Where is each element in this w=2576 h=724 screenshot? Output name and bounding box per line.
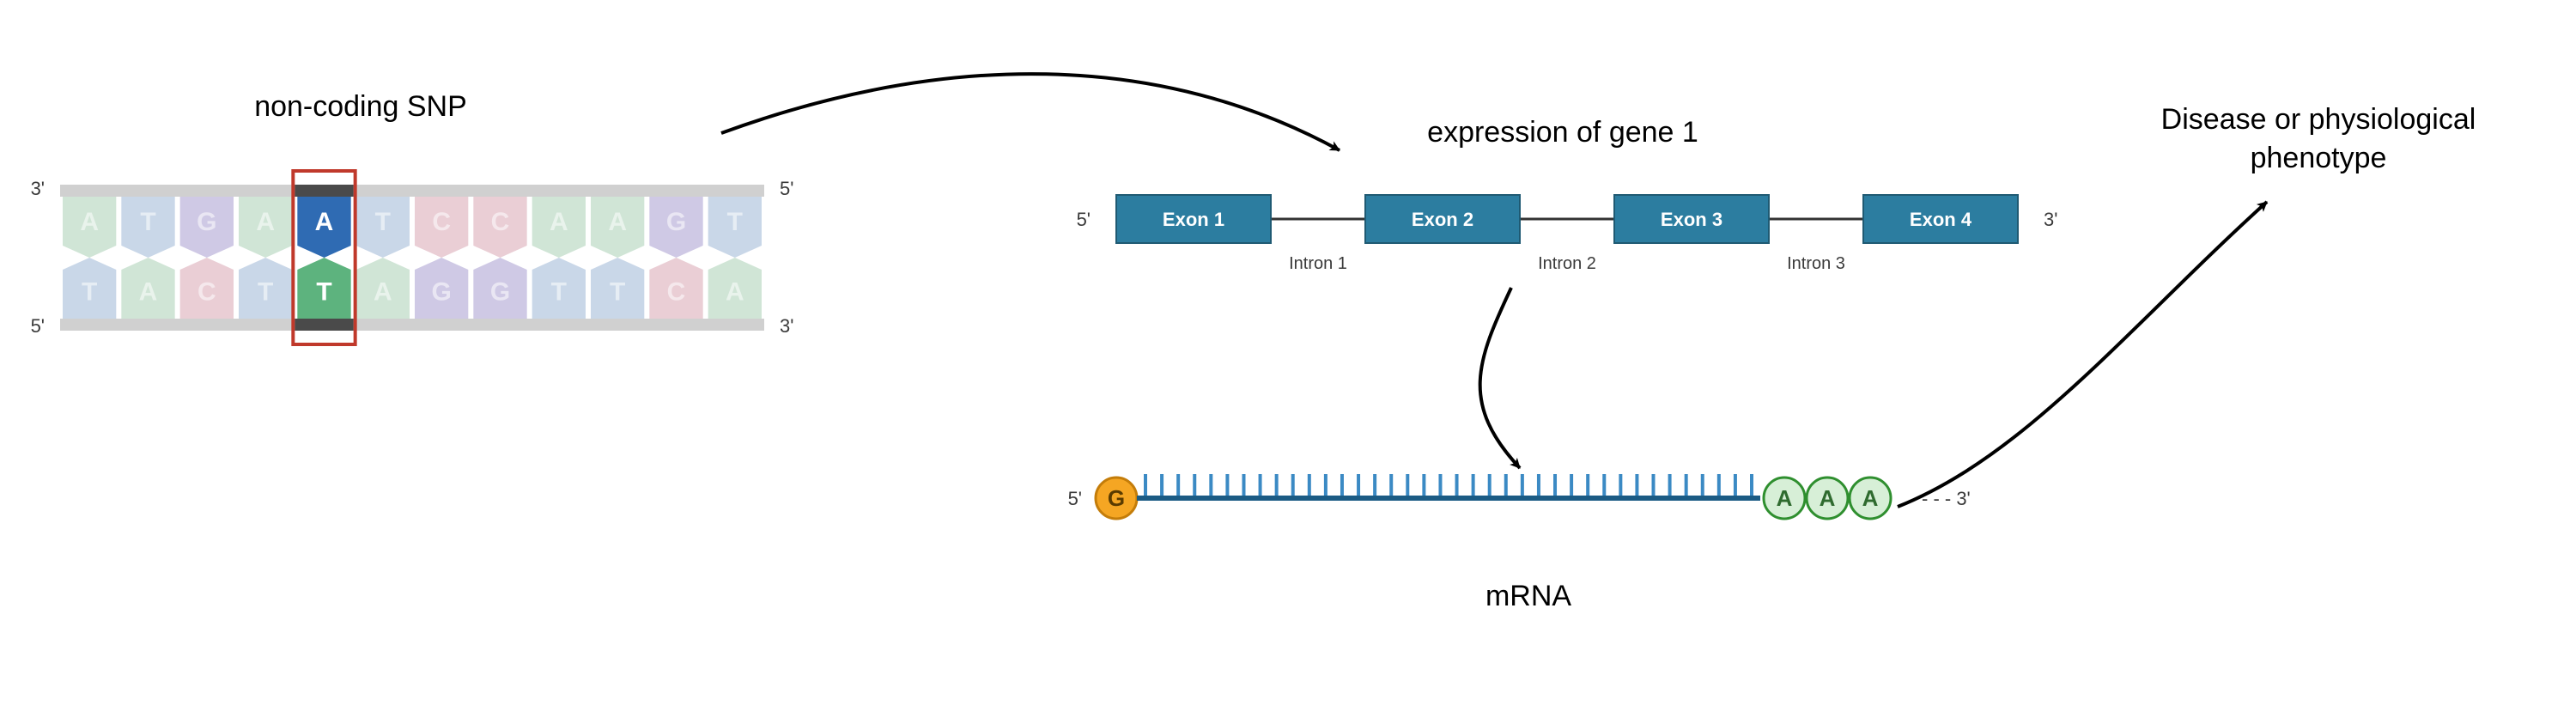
phenotype-title-l2: phenotype [2251,142,2387,174]
dna-panel: 3' 5' 5' 3' A T T A G C A T A T T A C G C G A T A T G C T A [31,171,794,344]
svg-text:A: A [608,208,627,236]
intron-label: Intron 3 [1787,254,1845,273]
svg-text:T: T [610,278,625,307]
svg-text:C: C [667,278,686,307]
svg-text:3': 3' [31,178,45,199]
svg-text:A: A [374,278,392,307]
snp-title: non-coding SNP [254,90,467,123]
svg-text:3': 3' [780,315,793,337]
svg-text:A: A [315,208,334,236]
svg-text:C: C [491,208,510,236]
svg-text:Exon 1: Exon 1 [1163,209,1224,230]
svg-text:G: G [1108,485,1125,511]
gene-panel: 5' 3' Exon 1 Intron 1 Exon 2 Intron 2 Exon 3 In… [1077,195,2058,273]
svg-text:C: C [432,208,451,236]
svg-text:5': 5' [1077,209,1091,230]
svg-text:A: A [550,208,568,236]
svg-text:A: A [1820,485,1836,511]
svg-text:T: T [140,208,155,236]
svg-text:5': 5' [780,178,793,199]
svg-text:5': 5' [31,315,45,337]
intron-label: Intron 2 [1538,254,1596,273]
svg-text:T: T [258,278,273,307]
svg-text:G: G [431,278,451,307]
svg-text:A: A [256,208,275,236]
mrna-panel: 5'GAAA- - - 3' [1068,474,1971,519]
flow-arrow [1898,202,2267,507]
svg-text:3': 3' [2044,209,2057,230]
svg-text:Exon 4: Exon 4 [1910,209,1972,230]
svg-text:Exon 3: Exon 3 [1661,209,1722,230]
svg-text:A: A [80,208,99,236]
mrna-title: mRNA [1485,580,1571,612]
svg-text:A: A [139,278,158,307]
svg-text:G: G [490,278,510,307]
svg-text:Exon 2: Exon 2 [1412,209,1473,230]
svg-text:T: T [82,278,97,307]
svg-text:5': 5' [1068,488,1082,509]
flow-arrow [721,74,1340,150]
svg-text:A: A [1862,485,1879,511]
svg-text:T: T [727,208,743,236]
svg-text:T: T [551,278,567,307]
svg-text:A: A [726,278,744,307]
svg-text:T: T [316,278,331,307]
flow-arrow [1480,288,1520,468]
svg-text:T: T [375,208,391,236]
svg-text:A: A [1777,485,1793,511]
svg-text:G: G [666,208,686,236]
intron-label: Intron 1 [1289,254,1347,273]
svg-text:G: G [197,208,216,236]
svg-text:C: C [197,278,216,307]
gene-title: expression of gene 1 [1427,116,1698,149]
phenotype-title-l1: Disease or physiological [2161,103,2476,136]
